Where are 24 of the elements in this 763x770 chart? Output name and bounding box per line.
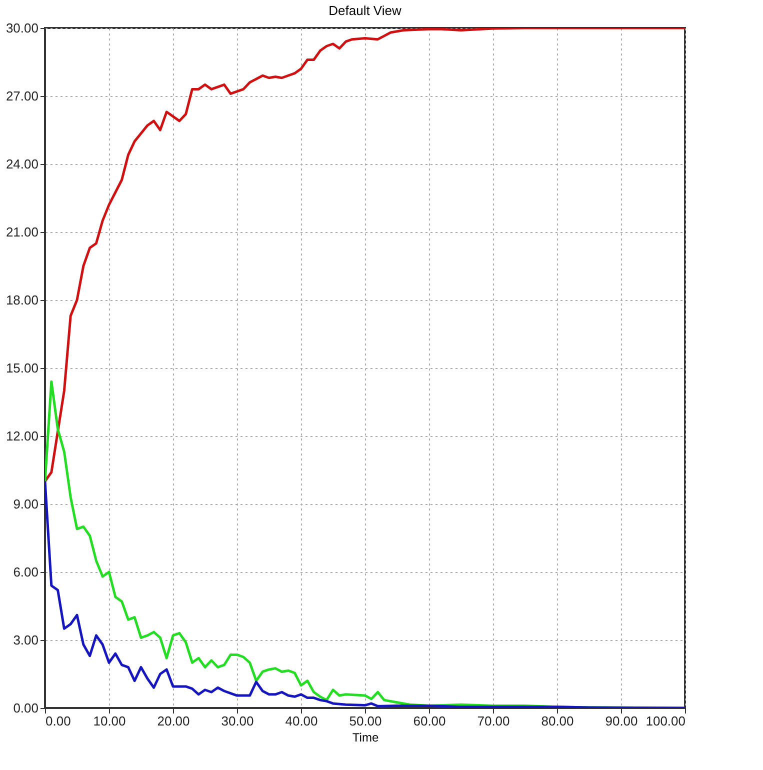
y-tick-label: 21.00 xyxy=(6,224,38,240)
y-tick-label: 15.00 xyxy=(6,360,38,376)
x-tick-label: 10.00 xyxy=(93,714,126,728)
y-tick-label: 3.00 xyxy=(13,632,38,648)
y-tick-label: 12.00 xyxy=(6,428,38,444)
x-axis-title: Time xyxy=(352,730,379,744)
x-tick-label: 30.00 xyxy=(221,714,254,728)
y-tick-label: 30.00 xyxy=(6,20,38,36)
x-tick-label: 0.00 xyxy=(46,714,71,728)
y-tick-label: 24.00 xyxy=(6,156,38,172)
x-tick-label: 60.00 xyxy=(413,714,446,728)
y-tick-label: 18.00 xyxy=(6,292,38,308)
x-tick-label: 80.00 xyxy=(541,714,574,728)
x-tick-label: 90.00 xyxy=(605,714,638,728)
y-tick-label: 0.00 xyxy=(13,700,38,716)
y-tick-label: 27.00 xyxy=(6,88,38,104)
x-tick-label: 70.00 xyxy=(477,714,510,728)
y-tick-label: 6.00 xyxy=(13,564,38,580)
x-tick-label: 40.00 xyxy=(285,714,318,728)
x-tick-label: 20.00 xyxy=(157,714,190,728)
x-tick-label: 100.00 xyxy=(646,714,686,728)
y-tick-label: 9.00 xyxy=(13,496,38,512)
x-tick-label: 50.00 xyxy=(349,714,382,728)
chart-title: Default View xyxy=(328,3,402,18)
